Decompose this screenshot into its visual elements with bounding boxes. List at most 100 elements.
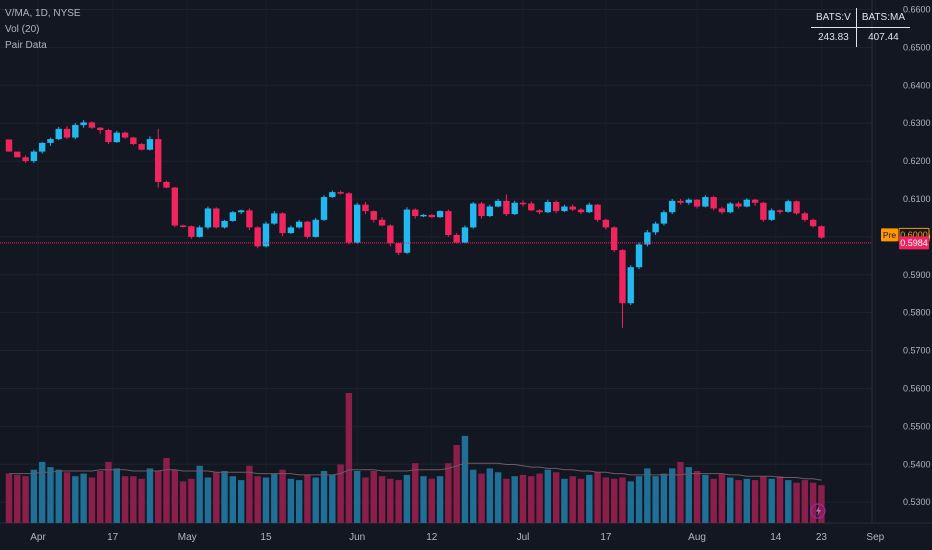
- candle-body: [387, 225, 394, 244]
- candle: [735, 201, 742, 209]
- candle-body: [768, 210, 775, 220]
- candle: [229, 211, 237, 222]
- volume-bar: [627, 481, 634, 523]
- candle: [685, 198, 692, 205]
- pair-col2-value: 407.44: [868, 32, 899, 43]
- candle: [262, 221, 270, 248]
- y-tick-label: 0.5900: [903, 270, 931, 280]
- candle-body: [337, 192, 344, 194]
- volume-bar: [677, 461, 684, 523]
- candle-body: [287, 227, 295, 234]
- x-tick-label: 23: [816, 532, 828, 543]
- candle: [519, 200, 527, 207]
- volume-bar: [536, 473, 543, 523]
- candle: [751, 198, 759, 206]
- volume-bar: [55, 469, 62, 523]
- time-axis[interactable]: Apr 17 May 15 Jun 12 Jul 17 Aug 14 23 Sep: [30, 532, 884, 543]
- candle: [619, 248, 626, 328]
- candle-body: [30, 151, 38, 162]
- candle: [768, 208, 775, 221]
- volume-bar: [768, 478, 775, 523]
- candle-body: [105, 129, 112, 143]
- candle: [138, 142, 145, 151]
- candle-body: [47, 139, 54, 143]
- volume-bar: [718, 473, 726, 523]
- candle: [295, 219, 303, 229]
- candle-body: [38, 142, 46, 152]
- x-tick-label: 17: [107, 532, 119, 543]
- candle-body: [536, 210, 543, 213]
- candle-body: [528, 203, 535, 211]
- candle-body: [511, 202, 518, 215]
- candle-body: [80, 122, 87, 126]
- volume-bar: [710, 478, 717, 523]
- volume-bar: [494, 472, 502, 523]
- volume-bar: [412, 463, 419, 523]
- y-tick-label: 0.5400: [903, 459, 931, 469]
- volume-bar: [760, 476, 767, 523]
- lightning-icon: [816, 506, 821, 516]
- candle: [577, 208, 585, 215]
- candle-body: [519, 202, 527, 205]
- y-tick-label: 0.5700: [903, 346, 931, 356]
- volume-bar: [519, 474, 527, 523]
- candle: [403, 207, 411, 254]
- volume-bar: [445, 463, 452, 523]
- volume-bar: [237, 480, 245, 523]
- volume-bar: [229, 476, 237, 523]
- volume-bars: [5, 393, 825, 523]
- x-tick-label: Aug: [688, 532, 706, 543]
- last-price-badge: 0.5984: [899, 236, 929, 250]
- volume-bar: [155, 471, 162, 523]
- volume-bar: [461, 435, 469, 523]
- replay-button[interactable]: [810, 503, 826, 519]
- candle: [246, 208, 253, 231]
- candle-body: [710, 197, 717, 209]
- x-tick-label: Apr: [30, 532, 46, 543]
- volume-bar: [478, 473, 485, 523]
- candle: [188, 225, 195, 239]
- candle-body: [121, 132, 129, 138]
- volume-bar: [809, 482, 817, 523]
- candle: [287, 225, 295, 234]
- candle: [237, 209, 245, 215]
- candle: [727, 201, 734, 214]
- volume-bar: [246, 465, 253, 523]
- candle-body: [594, 204, 601, 220]
- candle: [702, 195, 709, 208]
- volume-bar: [295, 480, 303, 523]
- candle: [38, 142, 46, 154]
- x-tick-label: 15: [260, 532, 272, 543]
- symbol-title[interactable]: V/MA, 1D, NYSE: [5, 8, 81, 19]
- volume-bar: [776, 476, 784, 523]
- volume-bar: [511, 476, 518, 523]
- candle-body: [420, 214, 427, 217]
- candle: [743, 198, 751, 208]
- volume-indicator-label[interactable]: Vol (20): [5, 24, 40, 35]
- volume-bar: [669, 468, 676, 523]
- candle: [552, 200, 560, 214]
- candle-body: [718, 208, 726, 213]
- pair-data-indicator-label[interactable]: Pair Data: [5, 40, 47, 51]
- volume-bar: [436, 476, 444, 523]
- candle: [63, 126, 71, 140]
- chart-legend: V/MA, 1D, NYSE Vol (20) Pair Data: [5, 6, 81, 54]
- volume-bar: [254, 476, 261, 523]
- candle: [420, 214, 427, 218]
- candle-body: [677, 200, 684, 203]
- candle: [494, 198, 502, 208]
- volume-bar: [403, 474, 411, 523]
- candle: [561, 204, 568, 212]
- volume-bar: [72, 476, 79, 523]
- candle-body: [246, 210, 253, 228]
- candle: [627, 265, 634, 306]
- volume-bar: [312, 477, 319, 523]
- price-axis[interactable]: 0.6600 0.6500 0.6400 0.6300 0.6200 0.6100 0.60…: [903, 4, 931, 507]
- candle-body: [188, 226, 195, 237]
- volume-bar: [96, 471, 104, 523]
- candle: [511, 200, 518, 215]
- candle-body: [635, 244, 643, 268]
- y-tick-label: 0.6100: [903, 194, 931, 204]
- candle-body: [486, 206, 494, 217]
